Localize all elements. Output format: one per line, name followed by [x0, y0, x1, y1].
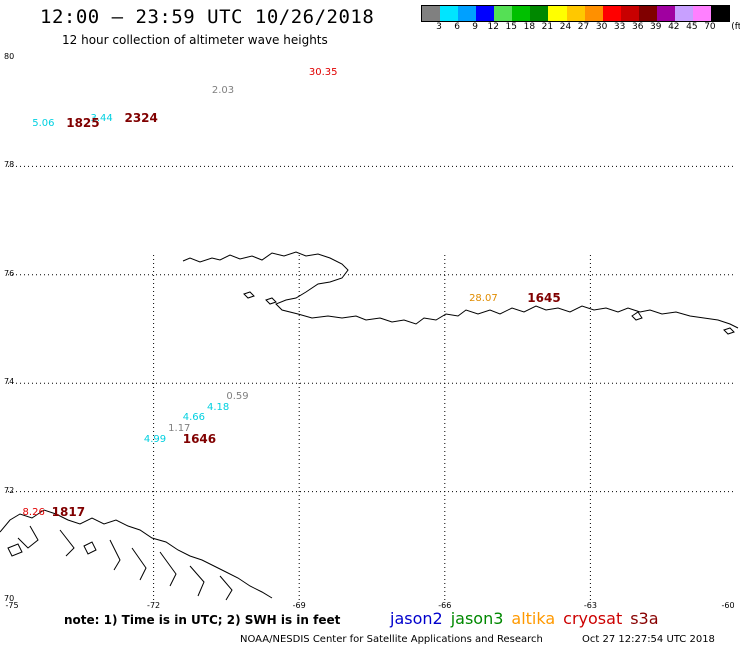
scale-unit-label: (ft) — [731, 22, 740, 32]
longitude-tick-label: -75 — [5, 601, 19, 610]
scale-swatch — [512, 6, 531, 21]
scale-label: 6 — [454, 22, 460, 32]
scale-label: 36 — [631, 22, 644, 32]
scale-swatch — [476, 6, 495, 21]
satellite-legend: jason2 jason3 altika cryosat s3a — [390, 609, 667, 628]
pass-time-label: 1646 — [182, 432, 217, 447]
longitude-tick-label: -63 — [583, 601, 597, 610]
satellite-legend-item: jason2 — [390, 609, 443, 628]
scale-swatch — [584, 6, 603, 21]
coastline-fjords — [17, 525, 233, 601]
units-note: note: 1) Time is in UTC; 2) SWH is in fe… — [64, 613, 341, 627]
scale-swatch — [602, 6, 621, 21]
scale-label: 9 — [472, 22, 479, 32]
credit-text: NOAA/NESDIS Center for Satellite Applica… — [240, 634, 543, 645]
longitude-tick-label: -66 — [438, 601, 452, 610]
scale-label: 33 — [613, 22, 626, 32]
scale-swatch — [620, 6, 639, 21]
coastline-island-4 — [723, 327, 735, 335]
coastline-south-segment — [0, 509, 273, 599]
color-scale-bar — [421, 5, 730, 22]
coastline-island-5 — [7, 543, 23, 557]
pass-time-label: 2324 — [124, 110, 158, 125]
scale-label: 39 — [650, 22, 662, 32]
coastline-island-1 — [243, 291, 255, 299]
scale-swatch — [458, 6, 477, 21]
wave-height-value: 1.17 — [168, 423, 191, 435]
pass-time-label: 1825 — [66, 116, 100, 131]
satellite-legend-item: altika — [511, 609, 556, 628]
satellite-legend-item: jason3 — [450, 609, 504, 628]
scale-label: 70 — [704, 22, 716, 32]
coastline-island-6 — [83, 541, 97, 555]
scale-swatch — [440, 6, 459, 21]
scale-label: 42 — [668, 22, 680, 32]
wave-height-value: 4.18 — [206, 401, 230, 413]
wave-height-value: 30.35 — [308, 67, 338, 79]
scale-swatch — [494, 6, 513, 21]
latitude-tick-label: 70 — [4, 594, 15, 603]
satellite-legend-item: s3a — [630, 609, 659, 628]
generated-timestamp: Oct 27 12:27:54 UTC 2018 — [582, 634, 715, 645]
map-gridlines — [8, 165, 736, 600]
scale-swatch — [711, 6, 730, 21]
pass-time-label: 1817 — [51, 505, 86, 520]
longitude-tick-label: -69 — [292, 601, 306, 610]
wave-height-value: 8.26 — [22, 507, 45, 519]
coastline-island-3 — [631, 311, 643, 321]
scale-swatch — [422, 6, 441, 21]
wave-height-value: 0.59 — [226, 390, 249, 402]
wave-height-value: 4.99 — [143, 434, 167, 446]
scale-label: 27 — [577, 22, 590, 32]
coastline — [0, 251, 739, 601]
scale-swatch — [548, 6, 567, 21]
scale-swatch — [692, 6, 711, 21]
scale-label: 18 — [523, 22, 536, 32]
scale-label: 30 — [595, 22, 608, 32]
scale-swatch — [638, 6, 657, 21]
wave-height-value: 2.03 — [211, 84, 235, 96]
scale-swatch — [530, 6, 549, 21]
scale-label: 15 — [505, 22, 518, 32]
latitude-tick-label: 76 — [4, 268, 15, 278]
wave-height-value: 3.44 — [90, 112, 113, 124]
scale-label: 24 — [559, 22, 572, 32]
scale-swatch — [674, 6, 693, 21]
scale-swatch — [656, 6, 675, 21]
scale-label: 12 — [487, 22, 499, 32]
longitude-tick-label: -60 — [721, 601, 735, 610]
latitude-tick-label: 80 — [4, 52, 15, 61]
wave-height-value: 4.66 — [182, 412, 205, 424]
latitude-tick-label: 78 — [4, 160, 15, 170]
scale-label: 21 — [541, 22, 554, 32]
latitude-tick-label: 74 — [4, 377, 15, 387]
coastline-island-2 — [265, 297, 277, 305]
pass-time-label: 1645 — [527, 291, 561, 306]
latitude-tick-label: 72 — [4, 485, 15, 495]
wave-height-value: 5.06 — [32, 118, 55, 130]
wave-height-value: 28.07 — [469, 293, 498, 305]
page-subtitle: 12 hour collection of altimeter wave hei… — [62, 33, 328, 47]
page-title: 12:00 – 23:59 UTC 10/26/2018 — [40, 6, 375, 28]
scale-swatch — [566, 6, 585, 21]
satellite-legend-item: cryosat — [563, 609, 623, 628]
longitude-tick-label: -72 — [147, 601, 161, 610]
scale-label: 3 — [436, 22, 442, 32]
scale-label: 45 — [686, 22, 698, 32]
coastline-north-segment — [182, 251, 739, 329]
